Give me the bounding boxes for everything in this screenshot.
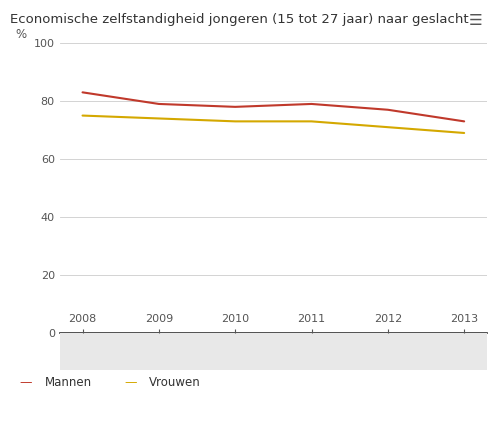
Text: Economische zelfstandigheid jongeren (15 tot 27 jaar) naar geslacht: Economische zelfstandigheid jongeren (15…: [10, 13, 469, 26]
Text: ☰: ☰: [469, 13, 482, 28]
Text: —: —: [124, 376, 137, 389]
Text: Mannen: Mannen: [45, 376, 92, 389]
Text: %: %: [15, 28, 26, 41]
Text: Vrouwen: Vrouwen: [149, 376, 201, 389]
Text: —: —: [20, 376, 32, 389]
